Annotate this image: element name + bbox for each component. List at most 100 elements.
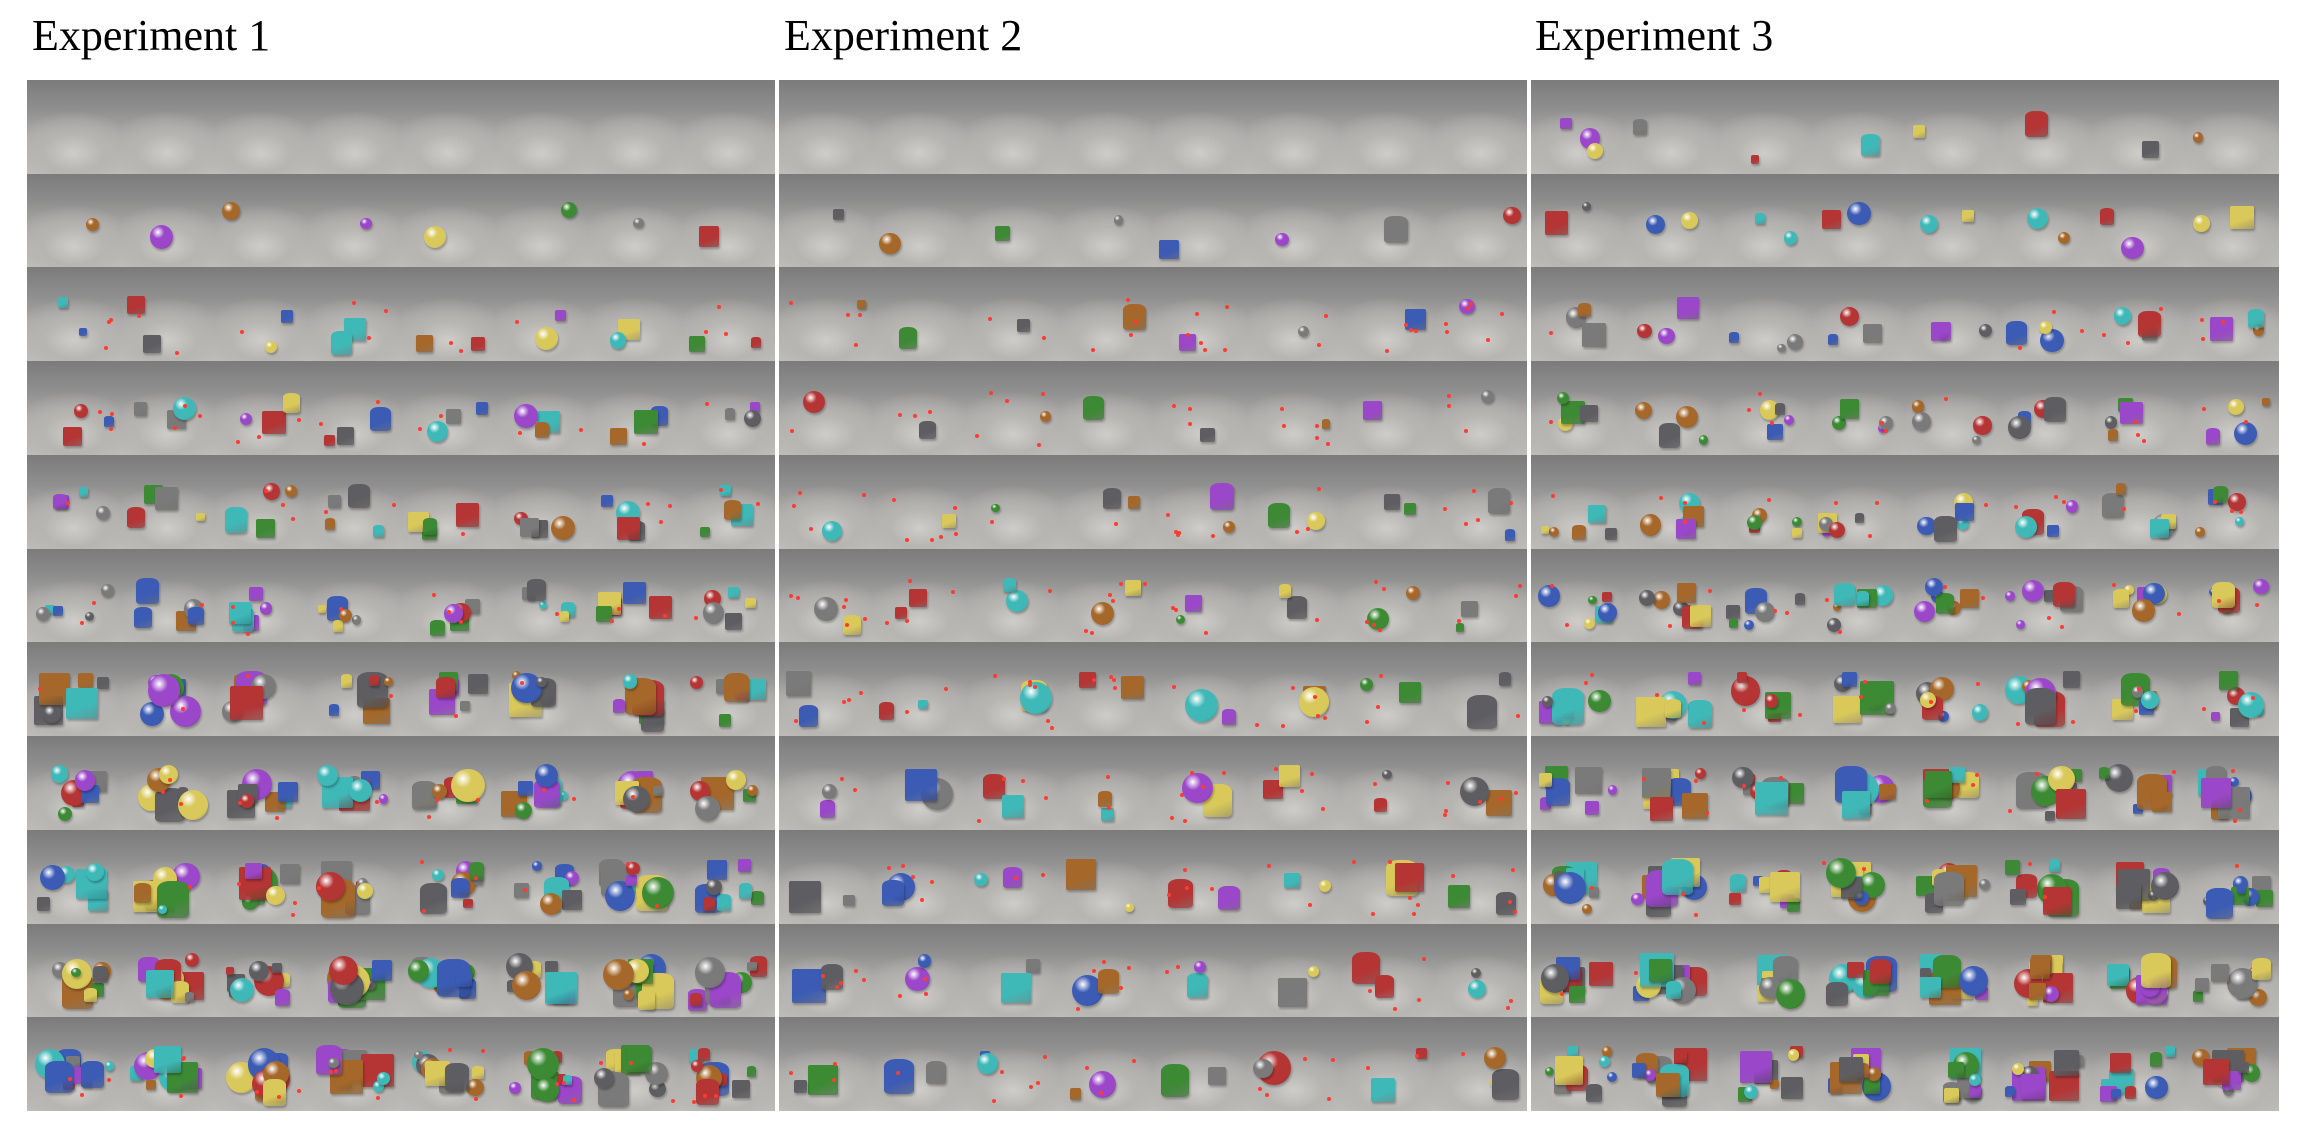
keypoint-marker [1861,866,1866,871]
keypoint-marker [1170,606,1175,611]
scene-thumbnail [2092,173,2186,268]
cube-object [1832,695,1861,724]
scene-thumbnail [1811,80,1905,174]
cylinder-object [1267,502,1290,529]
sphere-object [1557,392,1570,405]
keypoint-marker [230,605,235,610]
sphere-object [1601,1046,1613,1057]
keypoint-marker [1014,876,1019,881]
sphere-object [2040,328,2064,353]
scene-thumbnail [214,361,308,455]
cylinder-object [702,896,715,911]
keypoint-marker [886,866,891,871]
sphere-object [265,340,277,353]
sphere-object [1978,323,1992,338]
scene-thumbnail [1998,80,2092,174]
keypoint-marker [263,489,268,494]
keypoint-marker [2254,602,2259,607]
sphere-object [2140,690,2159,709]
keypoint-marker [79,621,84,626]
keypoint-marker [1445,329,1450,334]
keypoint-marker [1456,618,1461,623]
sphere-object [1826,858,1857,888]
cylinder-object [324,518,336,531]
keypoint-marker [911,875,916,880]
sphere-object [1467,980,1487,999]
sphere-object [2042,985,2059,1002]
cube-object [2255,890,2273,908]
keypoint-marker [1180,792,1185,797]
cube-object [1955,502,1974,522]
cube-object [1838,1057,1863,1082]
keypoint-marker [246,631,251,636]
keypoint-marker [80,1092,85,1097]
sphere-object [1743,619,1754,630]
keypoint-marker [1393,1007,1398,1012]
keypoint-marker [950,589,955,594]
sphere-object [690,1060,703,1073]
keypoint-marker [1667,624,1672,629]
keypoint-marker [1182,868,1187,873]
keypoint-marker [1169,815,1174,820]
scene-thumbnail [2092,923,2186,1018]
keypoint-marker [2125,340,2130,345]
keypoint-marker [522,887,527,892]
keypoint-marker [1172,403,1177,408]
keypoint-marker [277,1095,282,1100]
cylinder-object [348,483,370,509]
scene-thumbnail [681,1017,775,1111]
sphere-object [351,615,362,625]
scene-thumbnail [1811,736,1905,830]
grid-divider [776,80,779,1111]
cube-object [280,310,294,323]
scene-thumbnail [1340,173,1434,268]
sphere-object [157,905,167,915]
cube-object [2195,978,2210,993]
keypoint-marker [109,427,114,432]
scene-thumbnail [494,267,588,362]
keypoint-marker [421,908,426,913]
keypoint-marker [67,1076,72,1081]
keypoint-marker [1511,868,1516,873]
scene-thumbnail [1153,80,1247,174]
keypoint-marker [1365,620,1370,625]
cylinder-object [185,991,195,1003]
keypoint-marker [897,413,902,418]
scene-thumbnail [588,829,682,924]
sphere-object [747,785,758,797]
cube-object [462,898,473,909]
scene-thumbnail [966,923,1060,1018]
cube-object [2030,958,2051,979]
sphere-object [1359,677,1374,692]
sphere-object [2016,620,2026,629]
sphere-object [1924,577,1943,596]
sphere-object [432,784,448,800]
keypoint-marker [1112,685,1117,690]
keypoint-marker [1165,513,1170,518]
keypoint-marker [136,314,141,318]
keypoint-marker [2018,346,2023,351]
keypoint-marker [2237,807,2242,812]
cube-object [52,605,63,616]
cylinder-object [1003,577,1016,593]
cube-object [2044,810,2056,822]
keypoint-marker [988,391,993,396]
cylinder-object [1504,529,1515,542]
scene-thumbnail [1624,736,1718,830]
cube-object [1847,961,1864,979]
experiment-1-title: Experiment 1 [32,11,271,60]
cube-object [1649,959,1673,983]
keypoint-marker [1981,596,1986,601]
cylinder-object [716,893,732,911]
keypoint-marker [1944,396,1949,401]
sphere-object [1297,325,1309,338]
sphere-object [694,957,725,988]
cube-object [1656,1073,1680,1097]
cube-object [1689,605,1712,628]
sphere-object [2143,583,2165,605]
sphere-object [1194,960,1207,973]
scene-thumbnail [1531,923,1625,1018]
sphere-object [532,861,542,871]
scene-thumbnail [307,548,401,643]
sphere-object [2151,872,2180,901]
